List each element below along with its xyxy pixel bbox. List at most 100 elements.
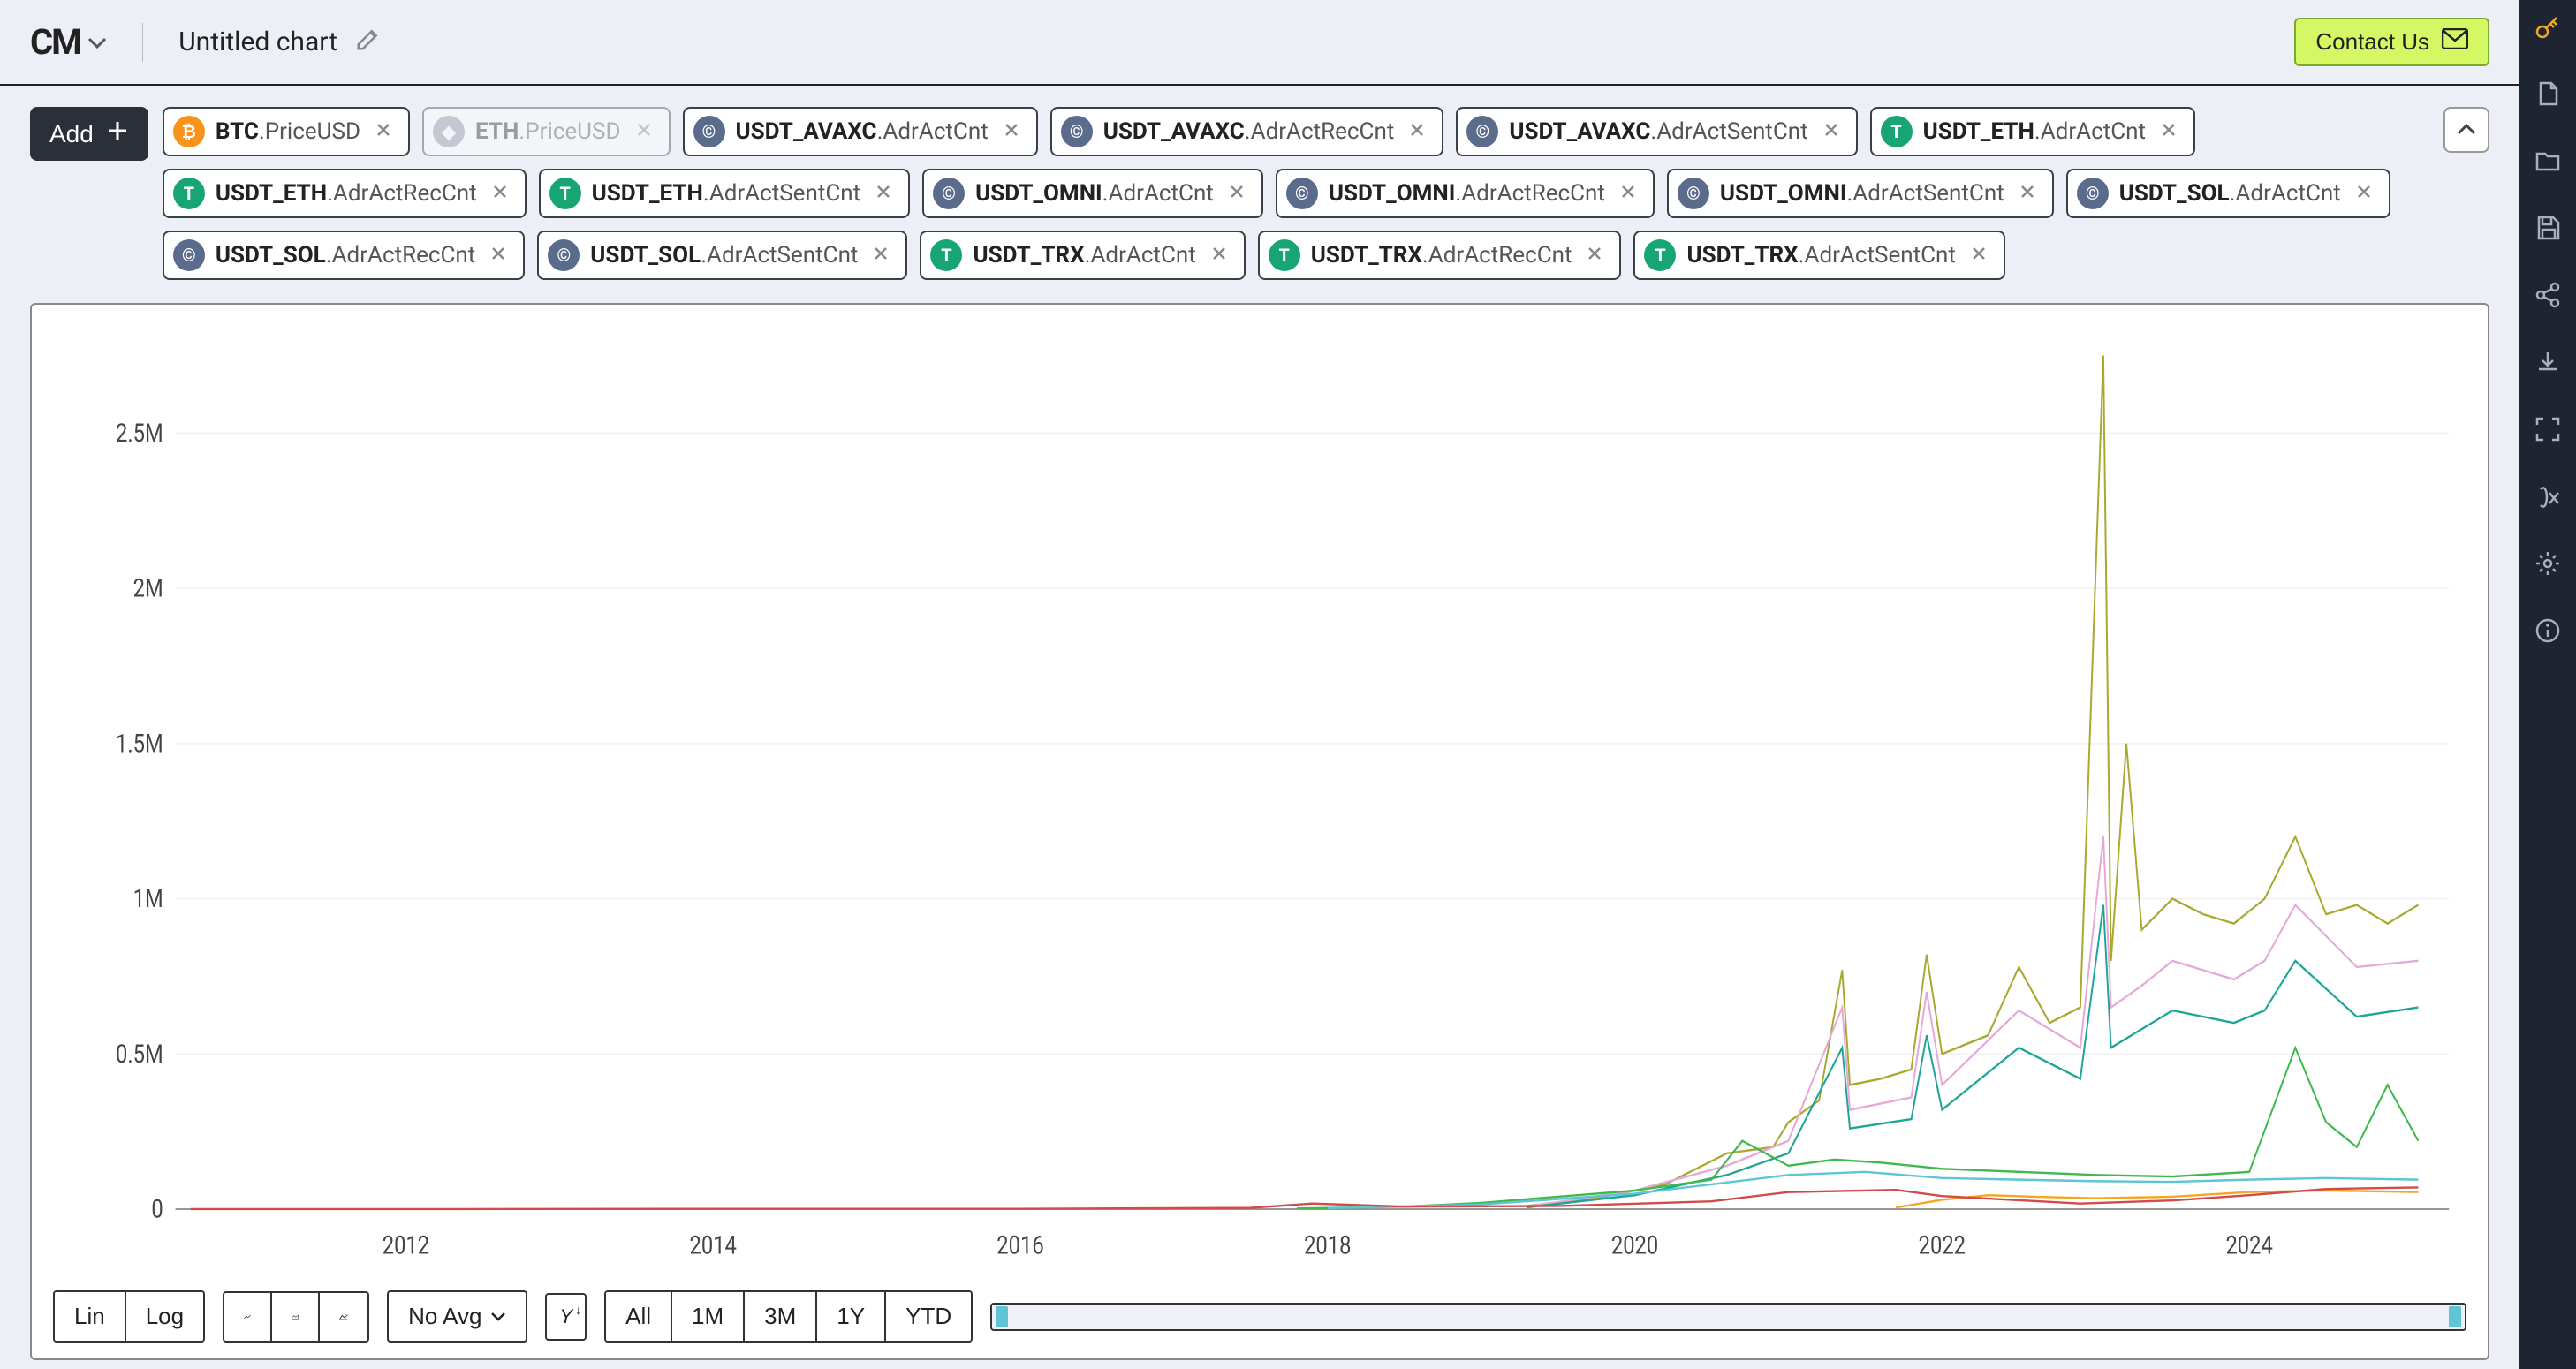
svg-text:2016: 2016 [996, 1231, 1043, 1260]
chip-label: USDT_AVAXC.AdrActRecCnt [1103, 118, 1395, 145]
settings-icon[interactable] [2532, 548, 2564, 579]
metric-chip[interactable]: © USDT_OMNI.AdrActRecCnt [1276, 169, 1655, 218]
svg-text:1.5M: 1.5M [116, 730, 163, 759]
svg-text:2.5M: 2.5M [116, 420, 163, 449]
asset-icon: © [933, 178, 965, 209]
remove-chip-icon[interactable] [632, 119, 656, 144]
remove-chip-icon[interactable] [1966, 243, 1991, 268]
edit-icon[interactable] [355, 26, 382, 59]
remove-chip-icon[interactable] [371, 119, 396, 144]
y-label: Y [559, 1305, 572, 1327]
chip-label: BTC.PriceUSD [216, 118, 360, 145]
remove-chip-icon[interactable] [486, 243, 511, 268]
range-3m-button[interactable]: 3M [745, 1292, 817, 1341]
remove-chip-icon[interactable] [1224, 181, 1249, 206]
metric-chip[interactable]: T USDT_ETH.AdrActSentCnt [539, 169, 910, 218]
fullscreen-icon[interactable] [2532, 413, 2564, 445]
metric-chip[interactable]: ₿ BTC.PriceUSD [163, 107, 410, 156]
api-key-icon[interactable] [2532, 11, 2564, 42]
candle-chart-button[interactable] [320, 1293, 367, 1341]
y-axis-button[interactable]: Y ↓ [545, 1293, 587, 1341]
plot-area[interactable]: 00.5M1M1.5M2M2.5M20122014201620182020202… [53, 319, 2466, 1273]
remove-chip-icon[interactable] [2352, 181, 2376, 206]
slider-handle-right[interactable] [2449, 1306, 2461, 1327]
range-all-button[interactable]: All [606, 1292, 672, 1341]
remove-chip-icon[interactable] [488, 181, 512, 206]
metric-chip[interactable]: © USDT_OMNI.AdrActSentCnt [1667, 169, 2054, 218]
remove-chip-icon[interactable] [999, 119, 1024, 144]
add-metric-button[interactable]: Add [30, 107, 148, 161]
range-ytd-button[interactable]: YTD [886, 1292, 971, 1341]
lin-button[interactable]: Lin [55, 1292, 126, 1341]
chevron-up-icon [2456, 123, 2477, 137]
remove-chip-icon[interactable] [1207, 243, 1231, 268]
contact-label: Contact Us [2315, 28, 2429, 56]
asset-icon: © [1678, 178, 1709, 209]
asset-icon: T [1881, 116, 1913, 147]
remove-chip-icon[interactable] [1582, 243, 1607, 268]
time-range-slider[interactable] [990, 1303, 2466, 1331]
area-chart-button[interactable] [272, 1293, 320, 1341]
metric-chip[interactable]: © USDT_AVAXC.AdrActRecCnt [1050, 107, 1444, 156]
add-label: Add [49, 120, 94, 148]
formula-icon[interactable] [2532, 480, 2564, 512]
download-icon[interactable] [2532, 346, 2564, 378]
chip-label: USDT_OMNI.AdrActSentCnt [1720, 180, 2004, 207]
right-sidebar [2519, 0, 2576, 1369]
chart-controls: Lin Log No Avg Y ↓ All1M3M1YYTD [53, 1273, 2466, 1343]
scale-toggle: Lin Log [53, 1290, 205, 1343]
remove-chip-icon[interactable] [871, 181, 896, 206]
svg-text:0.5M: 0.5M [116, 1040, 163, 1070]
asset-icon: © [693, 116, 725, 147]
share-icon[interactable] [2532, 279, 2564, 311]
avg-dropdown[interactable]: No Avg [387, 1290, 527, 1343]
new-file-icon[interactable] [2532, 78, 2564, 110]
range-1m-button[interactable]: 1M [672, 1292, 745, 1341]
remove-chip-icon[interactable] [2015, 181, 2040, 206]
metric-chip[interactable]: © USDT_AVAXC.AdrActCnt [683, 107, 1038, 156]
chart-title: Untitled chart [178, 26, 337, 57]
chip-label: USDT_TRX.AdrActSentCnt [1686, 242, 1955, 269]
chevron-down-icon [87, 30, 107, 55]
metric-chip[interactable]: T USDT_TRX.AdrActCnt [920, 231, 1245, 280]
log-button[interactable]: Log [126, 1292, 203, 1341]
metric-chip[interactable]: © USDT_OMNI.AdrActCnt [922, 169, 1263, 218]
asset-icon: © [1286, 178, 1318, 209]
asset-icon: © [2077, 178, 2109, 209]
metric-chip[interactable]: T USDT_TRX.AdrActRecCnt [1258, 231, 1622, 280]
remove-chip-icon[interactable] [1819, 119, 1844, 144]
logo[interactable]: CM [30, 21, 107, 63]
topbar: CM Untitled chart Contact Us [0, 0, 2519, 86]
svg-text:1M: 1M [133, 885, 163, 914]
slider-handle-left[interactable] [996, 1306, 1008, 1327]
metric-chip[interactable]: T USDT_ETH.AdrActRecCnt [163, 169, 527, 218]
metric-chip[interactable]: © USDT_SOL.AdrActCnt [2066, 169, 2390, 218]
collapse-chips-button[interactable] [2443, 107, 2489, 153]
chart-title-wrap[interactable]: Untitled chart [178, 26, 382, 59]
metric-chip[interactable]: © USDT_AVAXC.AdrActSentCnt [1456, 107, 1857, 156]
metric-chip[interactable]: T USDT_ETH.AdrActCnt [1870, 107, 2195, 156]
chip-label: USDT_ETH.AdrActCnt [1923, 118, 2146, 145]
chip-label: USDT_OMNI.AdrActCnt [975, 180, 1214, 207]
line-chart-button[interactable] [224, 1293, 272, 1341]
svg-text:2018: 2018 [1304, 1231, 1351, 1260]
metric-chip[interactable]: © USDT_SOL.AdrActSentCnt [537, 231, 907, 280]
contact-us-button[interactable]: Contact Us [2294, 18, 2489, 66]
chips-container: ₿ BTC.PriceUSD ◆ ETH.PriceUSD © USDT_AVA… [163, 107, 2429, 280]
chip-label: USDT_OMNI.AdrActRecCnt [1329, 180, 1605, 207]
metric-chip[interactable]: ◆ ETH.PriceUSD [422, 107, 671, 156]
chart-type-group [223, 1291, 369, 1343]
remove-chip-icon[interactable] [1405, 119, 1429, 144]
range-1y-button[interactable]: 1Y [817, 1292, 886, 1341]
metric-chip[interactable]: T USDT_TRX.AdrActSentCnt [1633, 231, 2004, 280]
remove-chip-icon[interactable] [868, 243, 893, 268]
chip-label: USDT_SOL.AdrActCnt [2119, 180, 2341, 207]
remove-chip-icon[interactable] [1616, 181, 1640, 206]
asset-icon: T [549, 178, 581, 209]
save-icon[interactable] [2532, 212, 2564, 244]
remove-chip-icon[interactable] [2156, 119, 2181, 144]
metric-chip[interactable]: © USDT_SOL.AdrActRecCnt [163, 231, 525, 280]
folder-icon[interactable] [2532, 145, 2564, 177]
asset-icon: © [1061, 116, 1093, 147]
info-icon[interactable] [2532, 615, 2564, 647]
